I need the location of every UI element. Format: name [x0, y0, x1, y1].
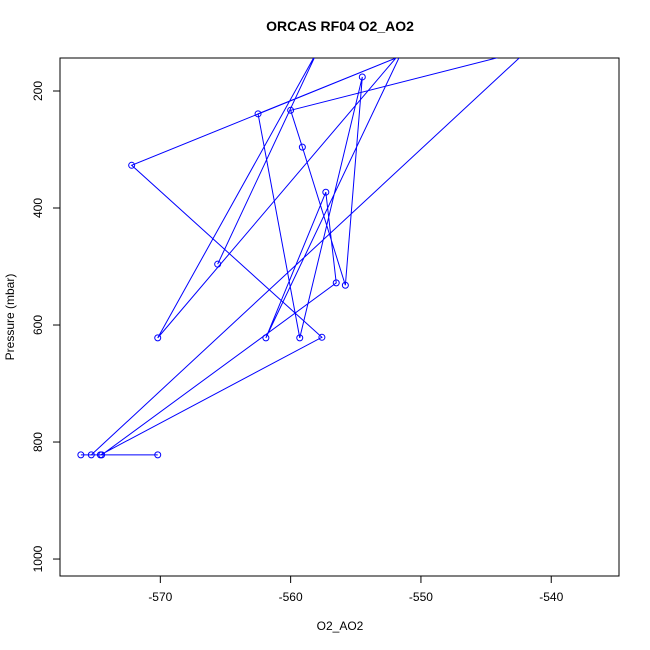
y-tick-label: 200: [31, 81, 45, 101]
x-tick-label: -550: [409, 590, 433, 604]
data-point: [341, 281, 349, 289]
data-point: [322, 188, 330, 196]
y-tick-label: 400: [31, 198, 45, 218]
data-point: [287, 106, 295, 114]
y-tick-label: 600: [31, 315, 45, 335]
y-axis-label: Pressure (mbar): [3, 274, 17, 361]
x-tick-label: -540: [539, 590, 563, 604]
y-tick-label: 800: [31, 432, 45, 452]
chart-title: ORCAS RF04 O2_AO2: [266, 18, 414, 34]
data-point: [98, 451, 106, 459]
data-point: [128, 161, 136, 169]
data-line: [80, 58, 520, 456]
data-point: [254, 110, 262, 118]
y-tick-label: 1000: [31, 545, 45, 572]
data-point: [154, 451, 162, 459]
x-tick-label: -570: [148, 590, 172, 604]
data-point: [87, 451, 95, 459]
x-tick-label: -560: [279, 590, 303, 604]
data-point: [298, 143, 306, 151]
plot-frame: [59, 57, 620, 577]
x-axis-label: O2_AO2: [317, 619, 364, 633]
data-point: [318, 333, 326, 341]
data-point: [296, 334, 304, 342]
data-point: [154, 334, 162, 342]
data-point: [358, 73, 366, 81]
plot-area: [77, 58, 520, 459]
data-point: [262, 334, 270, 342]
data-point: [77, 451, 85, 459]
data-point: [214, 260, 222, 268]
data-point: [332, 279, 340, 287]
